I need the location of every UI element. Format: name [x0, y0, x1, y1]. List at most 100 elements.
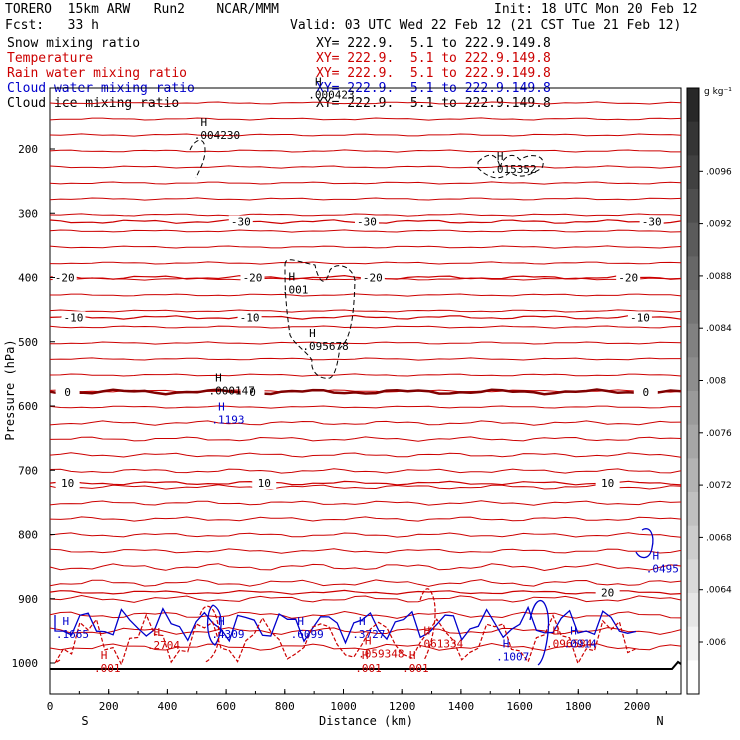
x-tick-label: 1000 [330, 700, 357, 713]
high-marker: H [297, 615, 304, 628]
colorbar-segment [687, 121, 699, 156]
colorbar-unit: g kg⁻¹ [704, 87, 732, 97]
isotherm-label: 10 [601, 477, 614, 490]
colorbar-segment [687, 458, 699, 493]
isotherm-10 [49, 480, 682, 486]
colorbar-segment [687, 323, 699, 358]
x-tick-label: 1200 [389, 700, 416, 713]
isotherm-20 [49, 589, 682, 595]
y-tick-label: 800 [18, 529, 38, 542]
colorbar-segment [687, 525, 699, 560]
isotherm-line [49, 245, 682, 249]
colorbar-tick-label: .008 [706, 377, 726, 387]
isotherm-line [49, 532, 682, 538]
isotherm-label: -30 [642, 216, 662, 229]
colorbar-segment [687, 155, 699, 190]
field-xy-temperature: XY= 222.9. 5.1 to 222.9.149.8 [316, 51, 551, 66]
isotherm-line [49, 436, 682, 442]
field-xy-snow: XY= 222.9. 5.1 to 222.9.149.8 [316, 36, 551, 51]
right-endpoint: N [656, 714, 663, 728]
annotation-value: .001 [282, 284, 309, 297]
isotherm-label: 0 [64, 386, 71, 399]
isotherm-line [49, 117, 682, 121]
annotations: H.004230H.015352H.001H.095678H.000147H.1… [56, 75, 679, 675]
field-label-snow: Snow mixing ratio [7, 36, 141, 51]
colorbar-tick-label: .0068 [706, 533, 732, 543]
isotherm-line [49, 325, 682, 329]
isotherm-label: -20 [55, 272, 75, 285]
isotherm-label-bg [360, 271, 385, 284]
x-tick-label: 0 [47, 700, 54, 713]
isotherm-label: -30 [231, 216, 251, 229]
isotherm-label-bg [228, 215, 253, 228]
isotherm-label: 10 [258, 477, 271, 490]
colorbar-tick-label: .0076 [706, 429, 732, 439]
high-marker: H [362, 649, 369, 662]
rain-contour [199, 605, 220, 663]
x-tick-label: 400 [157, 700, 177, 713]
colorbar-segment [687, 357, 699, 392]
high-marker: H [424, 625, 431, 638]
colorbar-segment [687, 290, 699, 325]
field-label-temperature: Temperature [7, 51, 94, 66]
high-marker: H [497, 150, 504, 163]
isotherm-line [49, 484, 682, 490]
colorbar-segment [687, 189, 699, 224]
colorbar-segment [687, 256, 699, 291]
colorbar-segment [687, 222, 699, 257]
isotherm-0 [49, 388, 682, 396]
isotherm-line [49, 309, 682, 313]
isotherm-label-bg [354, 215, 379, 228]
isotherm-label: -30 [357, 216, 377, 229]
annotation-value: .001 [355, 662, 382, 675]
isotherm-label: -20 [363, 272, 383, 285]
annotation-value: .096584 [546, 638, 593, 651]
high-marker: H [359, 615, 366, 628]
cloud-water-contour [206, 604, 222, 646]
colorbar-segment [687, 593, 699, 628]
high-marker: H [101, 649, 108, 662]
isotherm-line [49, 133, 682, 137]
colorbar-segment [687, 88, 699, 123]
colorbar-frame [686, 87, 700, 695]
isotherm-label-bg [595, 586, 620, 599]
high-marker: H [63, 615, 70, 628]
isotherm-line [49, 261, 682, 265]
high-marker: H [570, 625, 577, 638]
high-marker: H [200, 116, 207, 129]
isotherm-line [49, 579, 682, 587]
colorbar-segment [687, 660, 699, 695]
y-tick-label: 1000 [12, 657, 39, 670]
isotherm-line [49, 213, 682, 217]
annotation-value: .095678 [302, 340, 348, 353]
annotation-value: .000147 [208, 385, 254, 398]
temperature-contours: -30 -30 -30 -20 -20 -20 -20 -10 -10 -10 0 0 0 10 10 10 2… [49, 101, 682, 652]
high-marker: H [553, 625, 560, 638]
annotation-value: .4309 [211, 628, 244, 641]
isotherm-line [49, 197, 682, 201]
isotherm-line [49, 516, 682, 522]
high-marker: H [409, 649, 416, 662]
model-title: TORERO 15km ARW Run2 NCAR/MMM [5, 2, 279, 17]
isotherm-line [49, 373, 682, 377]
isotherm-line [49, 165, 682, 169]
isotherm-label-bg [595, 477, 620, 490]
isotherm-label-bg [633, 385, 658, 398]
isotherm-line [49, 101, 682, 105]
left-endpoint: S [81, 714, 88, 728]
x-tick-label: 1400 [448, 700, 475, 713]
cloud-water-contour [635, 528, 654, 559]
axes: 0 200 400 600 800 1000 1200 1400 1600 1800 2000200… [12, 143, 667, 713]
field-xy-cloud-ice: XY= 222.9. 5.1 to 222.9.149.8 [316, 96, 551, 111]
high-marker: H [309, 327, 316, 340]
high-marker: H [218, 400, 225, 413]
valid-time: Valid: 03 UTC Wed 22 Feb 12 (21 CST Tue … [290, 18, 682, 33]
forecast-hour: Fcst: 33 h [5, 18, 99, 33]
y-tick-label: 200 [18, 143, 38, 156]
isotherm-line [49, 563, 682, 572]
ice-contour [284, 259, 356, 379]
isotherm-label-bg [55, 385, 80, 398]
annotation-value: .004230 [194, 129, 240, 142]
colorbar-tick-label: .0084 [706, 324, 732, 334]
